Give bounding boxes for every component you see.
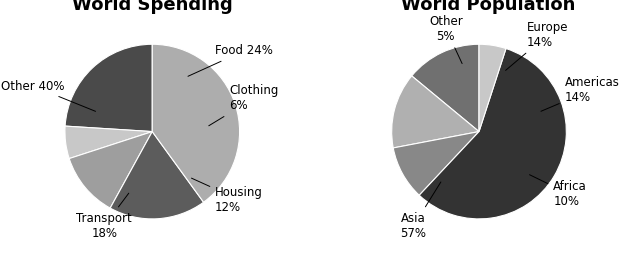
Title: World Spending: World Spending — [72, 0, 232, 14]
Text: Americas
14%: Americas 14% — [541, 76, 620, 111]
Wedge shape — [69, 132, 152, 208]
Text: Asia
57%: Asia 57% — [401, 182, 441, 240]
Wedge shape — [65, 126, 152, 159]
Text: Housing
12%: Housing 12% — [191, 178, 263, 214]
Wedge shape — [65, 44, 152, 132]
Text: Other
5%: Other 5% — [429, 14, 463, 63]
Title: World Population: World Population — [401, 0, 575, 14]
Text: Food 24%: Food 24% — [188, 44, 273, 76]
Text: Other 40%: Other 40% — [1, 80, 95, 111]
Text: Transport
18%: Transport 18% — [76, 193, 132, 240]
Wedge shape — [110, 132, 204, 219]
Text: Europe
14%: Europe 14% — [506, 21, 568, 70]
Text: Africa
10%: Africa 10% — [529, 175, 587, 208]
Wedge shape — [419, 49, 566, 219]
Text: Clothing
6%: Clothing 6% — [209, 84, 278, 126]
Wedge shape — [392, 76, 479, 148]
Wedge shape — [412, 44, 479, 132]
Wedge shape — [479, 44, 506, 132]
Wedge shape — [393, 132, 479, 195]
Wedge shape — [152, 44, 239, 202]
